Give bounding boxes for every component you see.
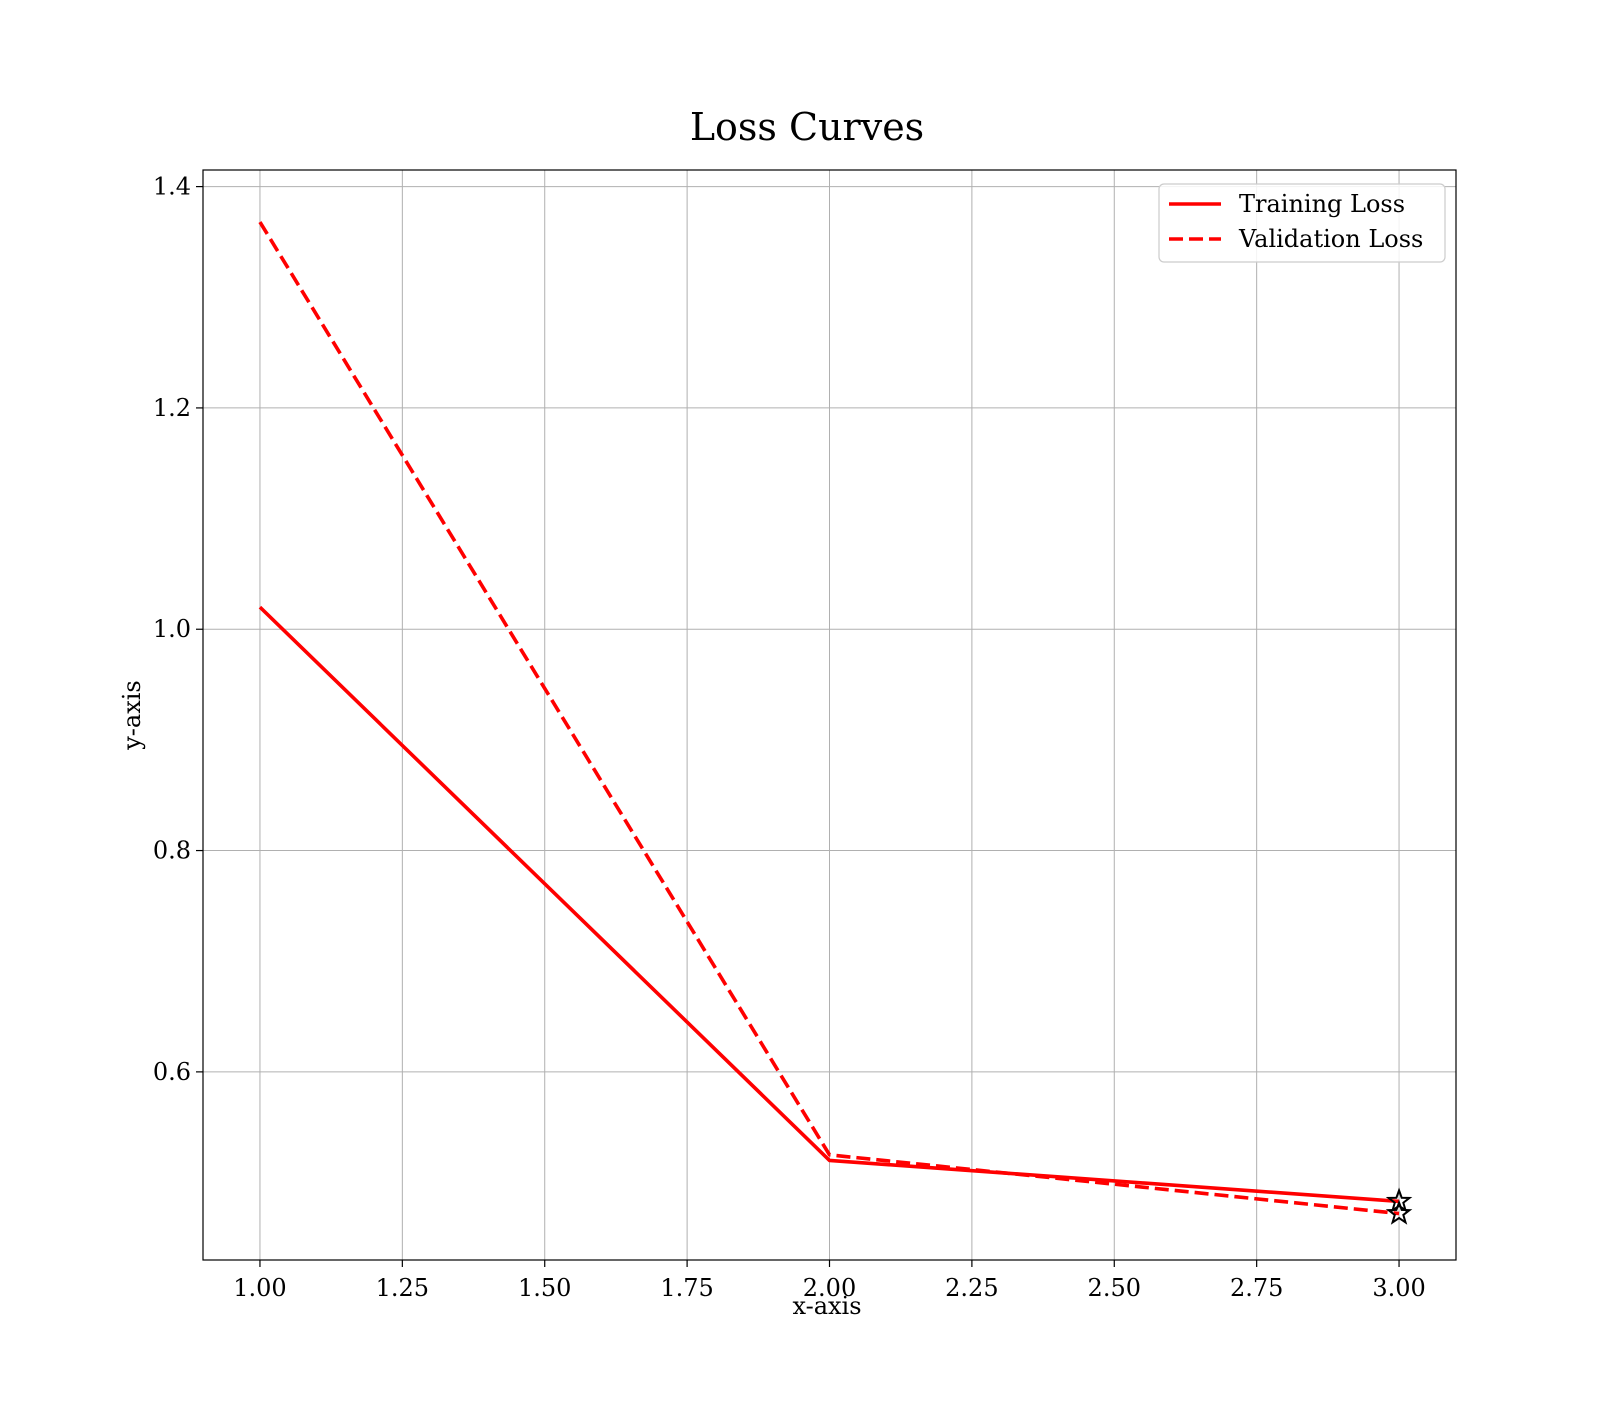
legend: Training Loss Validation Loss	[1158, 183, 1446, 263]
end-point-star-marker	[1385, 1187, 1413, 1213]
x-tick-label: 2.00	[803, 1274, 856, 1302]
x-tick-label: 1.00	[233, 1274, 286, 1302]
x-tick-label: 1.75	[660, 1274, 713, 1302]
end-point-star-marker	[1385, 1199, 1413, 1225]
x-tick-label: 2.25	[945, 1274, 998, 1302]
y-axis: 0.6 0.8 1.0 1.2 1.4	[153, 173, 203, 1086]
legend-label-2: Validation Loss	[1238, 225, 1423, 253]
y-axis-label: y-axis	[118, 680, 146, 751]
x-tick-label: 3.00	[1372, 1274, 1425, 1302]
x-axis: 1.00 1.25 1.50 1.75 2.00 2.25 2.50 2.75 3.00	[233, 1260, 1426, 1302]
x-tick-label: 1.25	[376, 1274, 429, 1302]
y-tick-label: 0.8	[153, 837, 191, 865]
y-tick-label: 0.6	[153, 1058, 191, 1086]
end-markers	[1385, 1187, 1413, 1225]
y-tick-label: 1.0	[153, 615, 191, 643]
x-axis-label: x-axis	[792, 1292, 861, 1320]
x-tick-label: 2.50	[1088, 1274, 1141, 1302]
legend-box	[1158, 183, 1446, 263]
chart-title: Loss Curves	[690, 105, 924, 149]
series-line-2	[258, 221, 1400, 1216]
legend-label-1: Training Loss	[1239, 190, 1405, 218]
grid	[203, 170, 1456, 1260]
series-line-1	[258, 605, 1400, 1204]
y-tick-label: 1.4	[153, 173, 191, 201]
series-layer	[258, 221, 1400, 1216]
y-tick-label: 1.2	[153, 394, 191, 422]
x-tick-label: 1.50	[518, 1274, 571, 1302]
x-tick-label: 2.75	[1230, 1274, 1283, 1302]
